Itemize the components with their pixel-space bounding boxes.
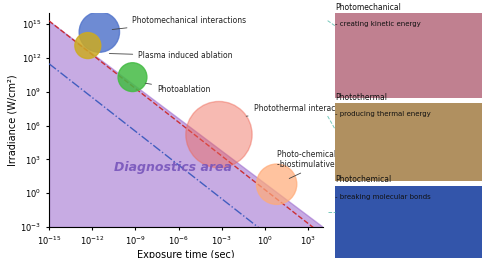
Ellipse shape xyxy=(79,12,119,52)
Text: Photomechanical interactions: Photomechanical interactions xyxy=(112,16,246,29)
Text: Photothermal: Photothermal xyxy=(334,93,386,102)
Text: Plasma induced ablation: Plasma induced ablation xyxy=(109,51,232,60)
X-axis label: Exposure time (sec): Exposure time (sec) xyxy=(137,250,234,258)
Text: Photoablation: Photoablation xyxy=(145,83,210,94)
Text: Photothermal interactions: Photothermal interactions xyxy=(246,104,353,116)
Text: Photo-chemical and
-biostimulative interactions: Photo-chemical and -biostimulative inter… xyxy=(276,150,382,179)
Text: Photochemical: Photochemical xyxy=(334,175,390,184)
Text: Photomechanical: Photomechanical xyxy=(334,3,400,12)
Y-axis label: Irradiance (W/cm²): Irradiance (W/cm²) xyxy=(7,74,18,166)
Ellipse shape xyxy=(75,33,101,59)
Polygon shape xyxy=(49,21,322,227)
Text: - breaking molecular bonds: - breaking molecular bonds xyxy=(334,194,430,199)
Text: Diagnostics area: Diagnostics area xyxy=(114,161,231,174)
Ellipse shape xyxy=(185,101,252,168)
Ellipse shape xyxy=(118,63,146,92)
Text: - producing thermal energy: - producing thermal energy xyxy=(334,111,430,117)
Text: - creating kinetic energy: - creating kinetic energy xyxy=(334,21,420,27)
Ellipse shape xyxy=(256,164,296,204)
